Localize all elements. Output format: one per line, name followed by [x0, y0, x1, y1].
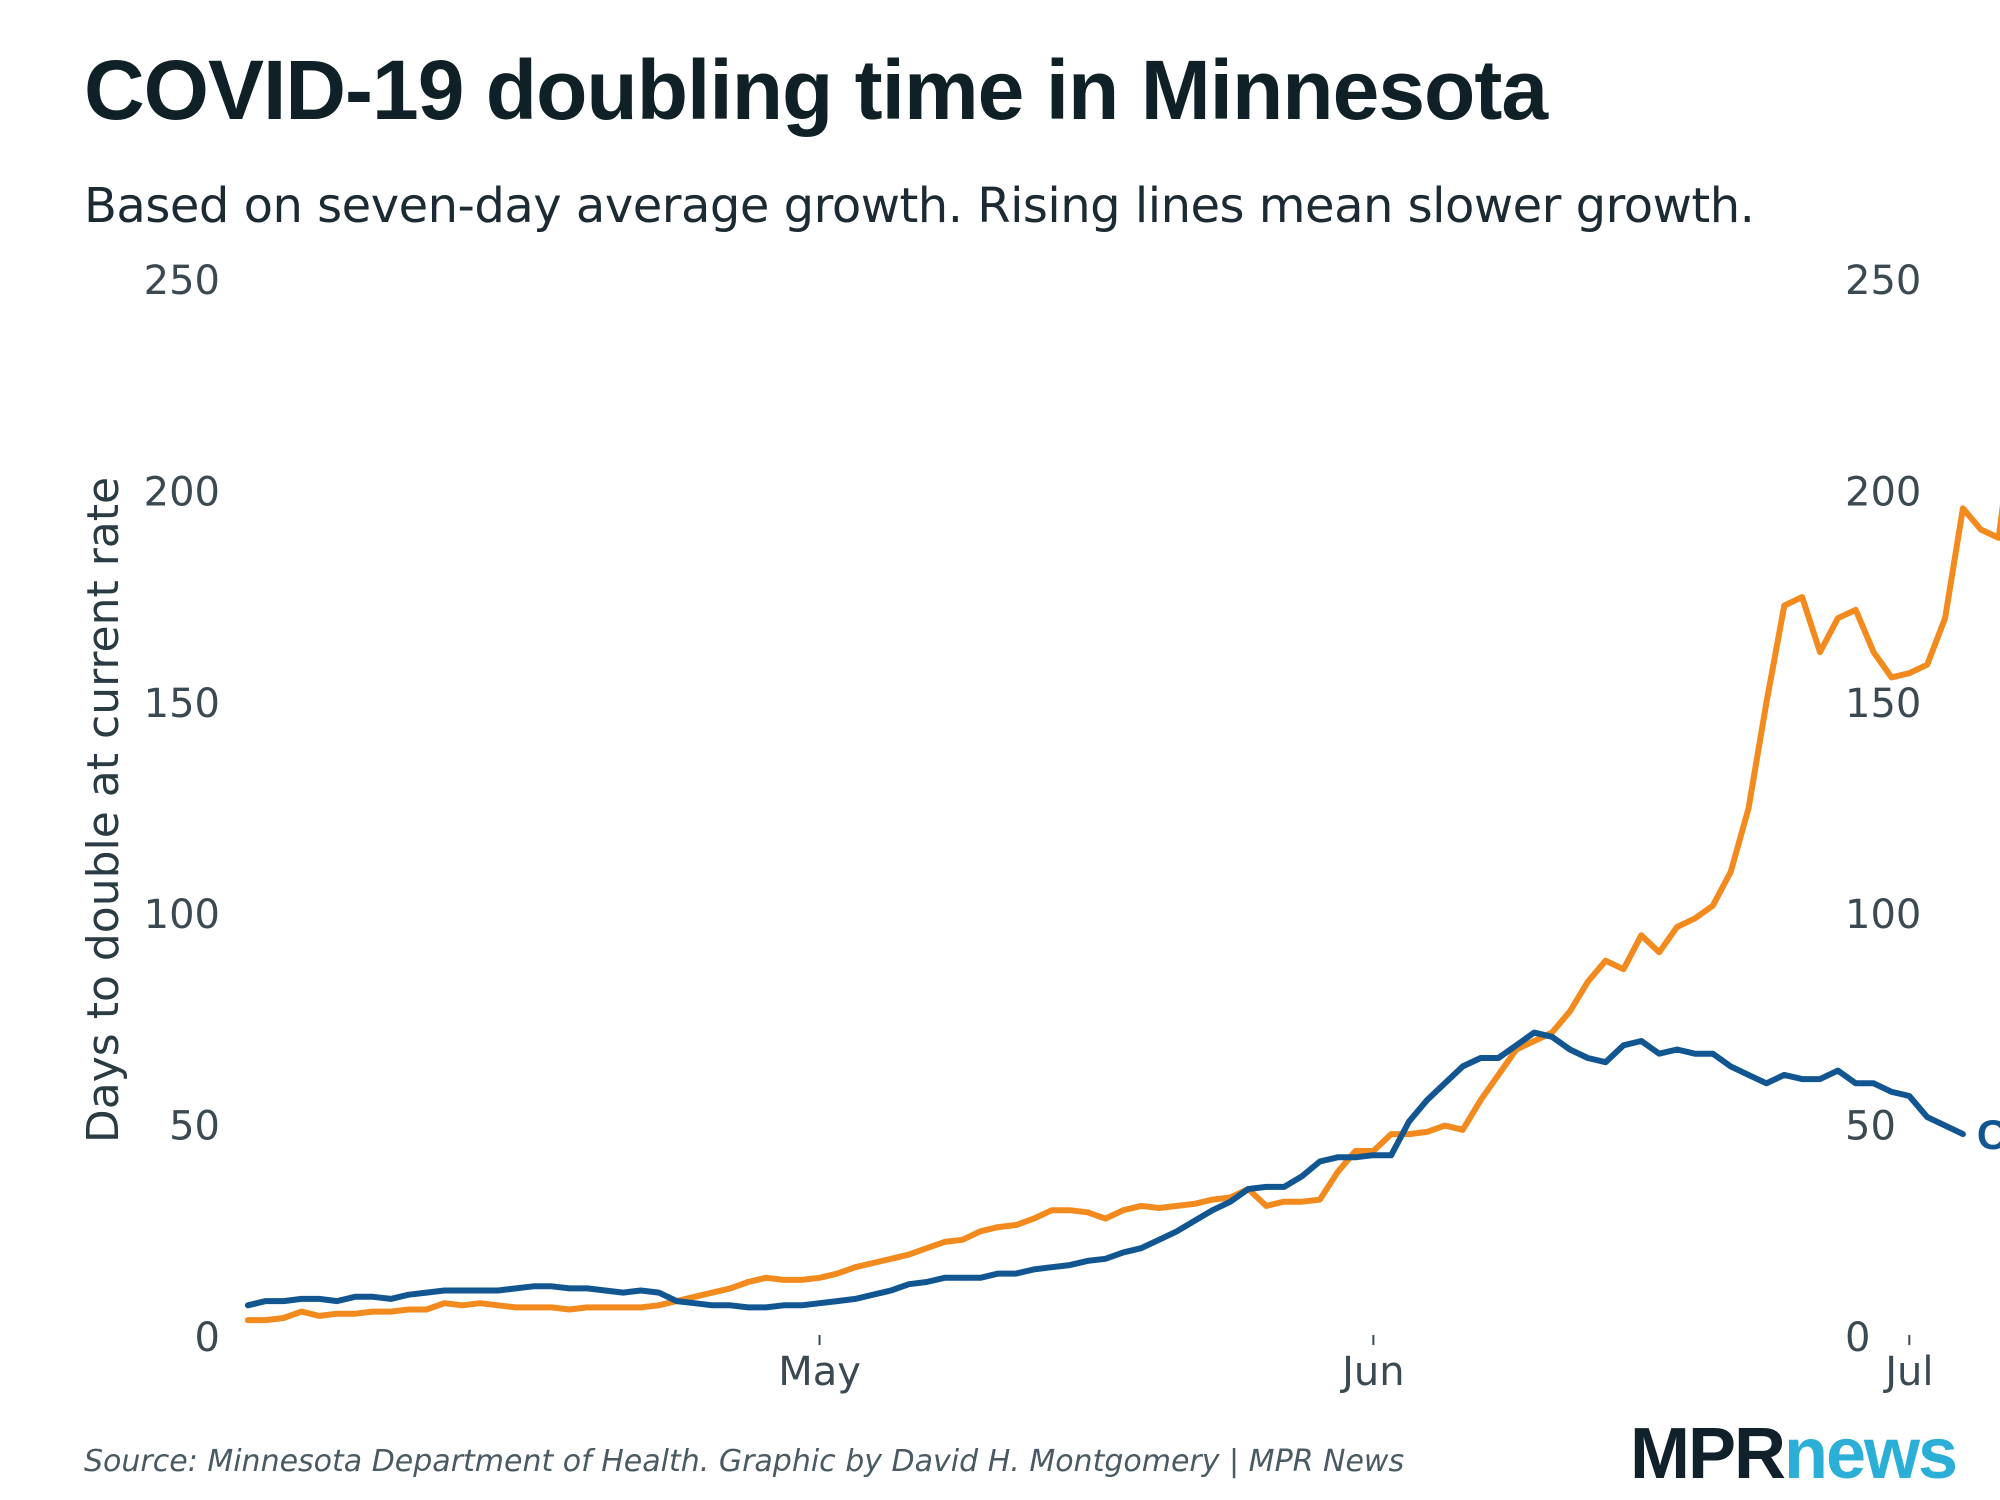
cases-series-line: [244, 1029, 1966, 1311]
right-y-tick-label: 0: [1845, 1315, 1870, 1361]
chart-subtitle: Based on seven-day average growth. Risin…: [84, 178, 1755, 234]
left-y-tick-label: 100: [144, 892, 220, 938]
left-y-tick-label: 250: [144, 258, 220, 304]
x-tick-label: May: [778, 1349, 861, 1395]
logo-mpr-text: MPR: [1630, 1414, 1786, 1494]
cases-series-label: Cases: [1977, 1111, 2000, 1158]
mpr-news-logo: MPRnews: [1630, 1418, 1958, 1490]
left-y-tick-label: 150: [144, 681, 220, 727]
right-y-tick-label: 200: [1845, 469, 1921, 515]
left-y-tick-label: 50: [169, 1104, 220, 1150]
series-layer: DeathsCases: [244, 504, 2000, 1324]
right-y-tick-label: 150: [1845, 681, 1921, 727]
x-tick-label: Jun: [1339, 1349, 1405, 1395]
deaths-series-line: [244, 504, 2000, 1324]
left-y-tick-label: 200: [144, 469, 220, 515]
right-y-tick-label: 250: [1845, 258, 1921, 304]
x-axis: May Jun Jul: [778, 1335, 1933, 1395]
left-y-tick-label: 0: [195, 1315, 220, 1361]
chart-title: COVID-19 doubling time in Minnesota: [84, 43, 1548, 137]
logo-news-text: news: [1784, 1414, 1958, 1494]
source-credit: Source: Minnesota Department of Health. …: [84, 1444, 1405, 1479]
y-axis-label: Days to double at current rate: [78, 477, 129, 1143]
right-y-axis: 0 50 100 150 200 250: [1845, 258, 1921, 1361]
right-y-tick-label: 100: [1845, 892, 1921, 938]
right-y-tick-label: 50: [1845, 1104, 1896, 1150]
left-y-axis: 0 50 100 150 200 250: [144, 258, 220, 1361]
x-tick-label: Jul: [1882, 1349, 1933, 1395]
